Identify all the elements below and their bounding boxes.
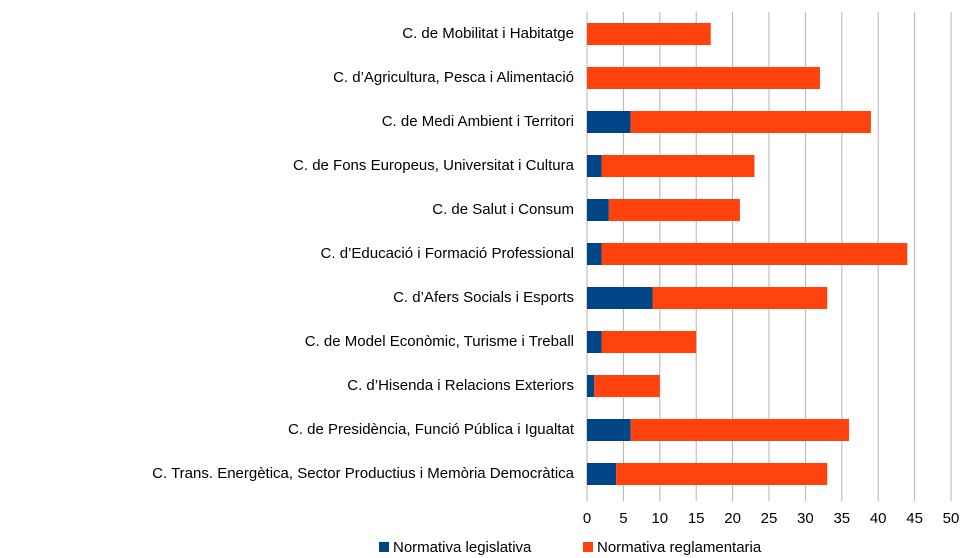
bar-segment [601, 243, 908, 265]
y-tick-label: C. de Mobilitat i Habitatge [402, 25, 574, 42]
y-tick-label: C. d’Hisenda i Relacions Exteriors [347, 377, 574, 394]
bar-segment [587, 199, 609, 221]
x-tick-label: 10 [651, 510, 668, 527]
y-tick-label: C. d’Educació i Formació Professional [321, 245, 574, 262]
x-tick-label: 15 [688, 510, 705, 527]
x-tick-label: 30 [797, 510, 814, 527]
y-tick-label: C. d’Afers Socials i Esports [393, 289, 574, 306]
x-tick-label: 5 [619, 510, 627, 527]
legend-label: Normativa legislativa [393, 539, 532, 556]
bar-segment [587, 419, 631, 441]
y-tick-label: C. de Medi Ambient i Territori [382, 113, 574, 130]
y-tick-label: C. de Fons Europeus, Universitat i Cultu… [293, 157, 575, 174]
y-tick-label: C. d’Agricultura, Pesca i Alimentació [333, 69, 574, 86]
bar-segment [652, 287, 828, 309]
y-tick-label: C. de Salut i Consum [432, 201, 574, 218]
legend-swatch [379, 542, 389, 552]
bar-segment [587, 287, 653, 309]
bar-segment [587, 375, 595, 397]
x-tick-label: 50 [943, 510, 960, 527]
bar-segment [587, 243, 602, 265]
bar-segment [587, 67, 820, 89]
bar-segment [601, 155, 755, 177]
bar-segment [594, 375, 660, 397]
bar-segment [616, 463, 828, 485]
bar-segment [587, 23, 711, 45]
bar-segment [630, 111, 871, 133]
bar-segment [608, 199, 740, 221]
x-tick-label: 45 [906, 510, 923, 527]
legend-label: Normativa reglamentaria [597, 539, 762, 556]
bar-segment [587, 111, 631, 133]
x-tick-label: 35 [833, 510, 850, 527]
bar-segment [601, 331, 697, 353]
bar-segment [630, 419, 850, 441]
bar-segment [587, 331, 602, 353]
x-tick-label: 0 [583, 510, 591, 527]
bar-segment [587, 463, 617, 485]
x-tick-label: 25 [761, 510, 778, 527]
y-tick-label: C. de Model Econòmic, Turisme i Treball [305, 333, 574, 350]
y-tick-label: C. Trans. Energètica, Sector Productius … [152, 465, 574, 482]
y-tick-label: C. de Presidència, Funció Pública i Igua… [288, 421, 575, 438]
legend-swatch [583, 542, 593, 552]
bar-segment [587, 155, 602, 177]
x-tick-label: 20 [724, 510, 741, 527]
x-tick-label: 40 [870, 510, 887, 527]
